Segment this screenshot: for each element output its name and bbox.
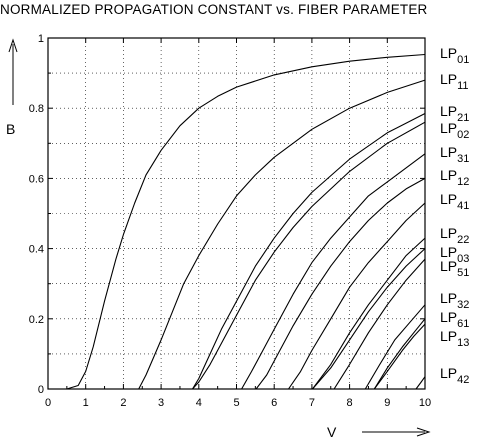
y-axis-label: B — [6, 121, 15, 137]
legend-lp41: LP41 — [440, 191, 469, 212]
y-axis-label-group: B — [6, 38, 18, 137]
x-tick-label: 1 — [83, 397, 89, 409]
x-tick-label: 4 — [196, 397, 202, 409]
mode-curve-lp32 — [364, 304, 426, 390]
legend-lp11: LP11 — [440, 71, 469, 92]
legend-lp13: LP13 — [440, 328, 469, 349]
mode-curve-lp12 — [255, 177, 426, 390]
x-tick-label: 7 — [309, 397, 315, 409]
mode-curve-lp11 — [138, 79, 426, 390]
y-tick-label: 1 — [38, 33, 44, 45]
legend-lp61: LP61 — [440, 309, 469, 330]
x-tick-label: 0 — [45, 397, 51, 409]
axis-ticks: 0 1 2 3 4 5 6 7 8 9 10 0 0.2 0.4 0.6 0.8 1 — [29, 33, 431, 409]
legend-lp31: LP31 — [440, 144, 469, 165]
mode-curve-lp01 — [48, 53, 426, 390]
mode-curve-lp61 — [373, 318, 426, 390]
mode-curve-lp51 — [333, 258, 426, 390]
mode-curve-lp22 — [312, 237, 426, 390]
x-axis-arrow-head — [416, 427, 431, 437]
mode-curve-lp02 — [192, 121, 426, 390]
chart-title: NORMALIZED PROPAGATION CONSTANT vs. FIBE… — [0, 2, 428, 17]
legend-lp01: LP01 — [440, 45, 469, 66]
y-axis-arrow-head — [8, 38, 18, 53]
legend-lp12: LP12 — [440, 167, 469, 188]
legend-lp42: LP42 — [440, 365, 469, 386]
y-tick-label: 0.4 — [29, 244, 44, 256]
x-tick-label: 9 — [384, 397, 390, 409]
legend-lp51: LP51 — [440, 258, 469, 279]
mode-curve-lp21 — [192, 113, 426, 390]
y-tick-label: 0.8 — [29, 103, 44, 115]
x-tick-label: 3 — [158, 397, 164, 409]
x-tick-label: 6 — [271, 397, 277, 409]
legend-lp22: LP22 — [440, 225, 469, 246]
x-tick-label: 8 — [347, 397, 353, 409]
x-tick-label: 5 — [233, 397, 239, 409]
y-tick-label: 0.6 — [29, 173, 44, 185]
legend-lp32: LP32 — [440, 290, 469, 311]
grid — [48, 38, 425, 389]
mode-curve-lp13 — [373, 323, 426, 390]
legend-lp03: LP03 — [440, 244, 469, 265]
mode-curve-lp03 — [312, 248, 426, 390]
x-tick-label: 2 — [120, 397, 126, 409]
x-axis-label-group: V — [327, 424, 431, 440]
x-axis-label: V — [327, 424, 337, 440]
mode-curve-lp42 — [415, 376, 426, 390]
legend-lp21: LP21 — [440, 103, 469, 124]
mode-curve-lp31 — [241, 153, 426, 390]
mode-curve-lp41 — [288, 202, 426, 390]
x-tick-label: 10 — [419, 397, 431, 409]
y-tick-label: 0.2 — [29, 314, 44, 326]
legend-lp02: LP02 — [440, 120, 469, 141]
y-tick-label: 0 — [38, 384, 44, 396]
mode-curves — [48, 53, 426, 390]
